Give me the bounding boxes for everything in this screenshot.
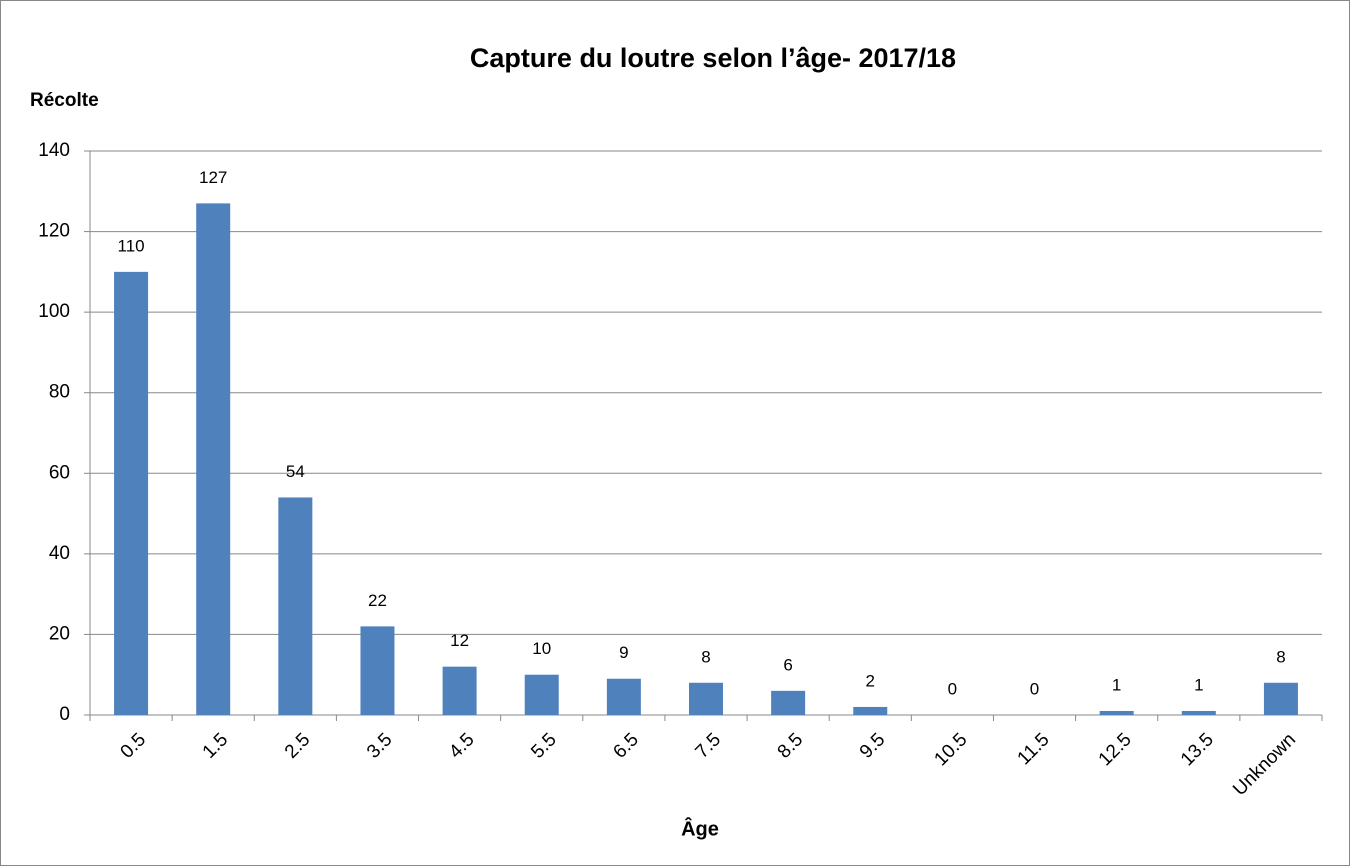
- y-tick-label: 0: [59, 704, 70, 725]
- y-tick-label: 140: [38, 140, 70, 161]
- y-tick-label: 100: [38, 301, 70, 322]
- x-axis-label: Âge: [681, 816, 719, 840]
- bar: [1181, 710, 1216, 715]
- y-axis-label: Récolte: [30, 90, 99, 111]
- data-label: 127: [199, 168, 227, 187]
- bar: [442, 666, 477, 715]
- data-label: 9: [619, 643, 628, 662]
- data-label: 12: [450, 631, 469, 650]
- data-label: 22: [368, 591, 387, 610]
- chart-title: Capture du loutre selon l’âge- 2017/18: [470, 43, 956, 73]
- data-label: 0: [1030, 679, 1039, 698]
- bar: [1099, 710, 1134, 715]
- y-tick-label: 20: [49, 623, 70, 644]
- data-label: 54: [286, 462, 305, 481]
- y-tick-label: 60: [49, 462, 70, 483]
- bar: [771, 690, 806, 715]
- bar: [278, 497, 313, 715]
- data-label: 0: [948, 679, 957, 698]
- data-label: 110: [118, 236, 145, 255]
- bar: [1263, 682, 1298, 715]
- bar: [360, 626, 395, 715]
- data-label: 1: [1194, 675, 1203, 694]
- data-label: 8: [701, 647, 710, 666]
- data-label: 8: [1276, 647, 1285, 666]
- y-tick-label: 80: [49, 382, 70, 403]
- data-label: 2: [866, 671, 875, 690]
- bar: [524, 674, 559, 715]
- data-label: 10: [532, 639, 551, 658]
- bar: [606, 678, 641, 715]
- bar: [196, 203, 231, 715]
- bar: [853, 706, 888, 715]
- bar: [689, 682, 723, 715]
- y-tick-label: 120: [38, 221, 70, 242]
- y-tick-label: 40: [49, 543, 70, 564]
- data-label: 1: [1112, 675, 1121, 694]
- data-label: 6: [783, 655, 792, 674]
- bar: [114, 271, 149, 715]
